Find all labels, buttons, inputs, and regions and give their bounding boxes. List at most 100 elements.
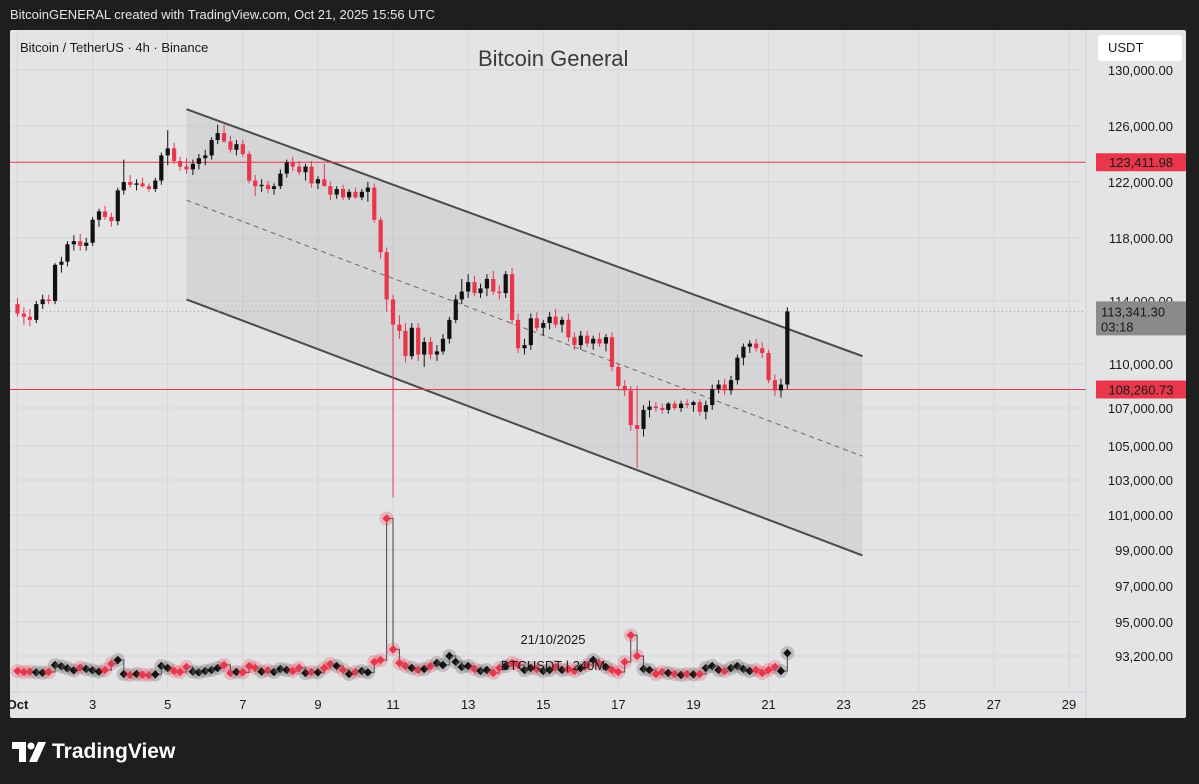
candle-body <box>372 187 377 220</box>
volume-point <box>476 666 485 676</box>
volume-point <box>576 663 586 673</box>
candle-body <box>434 351 440 355</box>
channel-lower-line <box>186 298 863 557</box>
candle-body <box>109 217 114 222</box>
candle-body <box>534 318 539 328</box>
price-tick-label: 122,000.00 <box>1108 175 1173 190</box>
volume-point <box>513 660 523 670</box>
candle-body <box>215 133 220 140</box>
volume-point <box>294 663 304 673</box>
candle-body <box>84 242 89 246</box>
volume-point <box>407 663 417 673</box>
candle-body <box>728 380 734 391</box>
volume-point <box>320 663 329 673</box>
candle-body <box>115 190 120 222</box>
candle-body <box>397 324 402 331</box>
candle-body <box>578 335 583 346</box>
candle-body <box>553 316 558 325</box>
candle-body <box>178 161 183 167</box>
volume-point <box>401 661 410 671</box>
volume-point <box>463 661 473 671</box>
price-tick-label: 101,000.00 <box>1108 508 1173 523</box>
volume-point <box>382 514 391 523</box>
volume-overlay: 21/10/2025 BTCUSDT | 240M <box>501 632 605 673</box>
candle-body <box>528 318 533 346</box>
currency-button[interactable]: USDT <box>1098 35 1182 61</box>
time-tick-label: 19 <box>686 697 700 712</box>
volume-point <box>438 660 448 670</box>
volume-point <box>344 669 354 679</box>
candle-body <box>754 343 759 349</box>
candle-series <box>15 124 790 498</box>
chart-panel[interactable]: 21/10/2025 BTCUSDT | 240M 130,000.00 126,0… <box>10 30 1186 718</box>
candle-body <box>616 366 621 386</box>
channel-upper-line <box>186 108 863 358</box>
volume-point <box>526 663 536 673</box>
candle-body <box>27 316 33 320</box>
volume-point <box>607 665 617 675</box>
volume-point <box>639 664 648 674</box>
time-tick-label: 5 <box>164 697 171 712</box>
price-tick-label: 126,000.00 <box>1108 119 1173 134</box>
candle-body <box>390 299 396 325</box>
volume-point <box>658 667 667 677</box>
horizontal-levels <box>10 161 1086 391</box>
price-axis: 130,000.00 126,000.00 122,000.00 118,000.00… <box>1085 30 1173 718</box>
candle-body <box>46 299 51 301</box>
price-tick-label: 110,000.00 <box>1109 357 1173 372</box>
candle-body <box>334 189 339 195</box>
candle-body <box>234 144 239 150</box>
candle-body <box>59 261 64 265</box>
candle-body <box>40 299 45 305</box>
volume-point <box>338 665 348 675</box>
candle-body <box>52 264 58 301</box>
candle-body <box>672 403 677 408</box>
candle-body <box>190 163 195 170</box>
volume-point <box>620 657 629 667</box>
candle-body <box>772 380 778 391</box>
brand-name: TradingView <box>52 740 176 763</box>
candle-body <box>666 403 671 410</box>
volume-point <box>326 659 335 669</box>
volume-point <box>595 659 604 669</box>
level-price-badge <box>1096 153 1186 172</box>
volume-point <box>370 657 379 667</box>
volume-point <box>570 666 579 676</box>
descending-channel <box>186 108 863 557</box>
candle-body <box>353 191 358 198</box>
candle-body <box>440 338 446 352</box>
volume-series <box>10 511 795 683</box>
volume-point <box>557 665 567 675</box>
volume-point <box>601 662 611 672</box>
volume-point <box>332 661 341 671</box>
price-tick-label: 99,000.00 <box>1115 543 1173 558</box>
chart-title: Bitcoin General <box>478 46 629 71</box>
volume-point <box>288 666 298 676</box>
volume-point <box>551 662 560 672</box>
candle-body <box>541 323 546 328</box>
volume-point <box>614 667 623 677</box>
volume-point <box>395 658 404 668</box>
volume-point <box>532 664 542 674</box>
volume-step-line <box>17 518 788 676</box>
candle-body <box>271 186 277 189</box>
volume-point <box>445 651 454 661</box>
time-tick-label: 29 <box>1062 697 1076 712</box>
candle-body <box>622 386 627 391</box>
time-tick-label: 3 <box>89 697 96 712</box>
volume-point <box>376 655 385 665</box>
price-chart[interactable]: 21/10/2025 BTCUSDT | 240M 130,000.00 126,0… <box>10 30 1186 718</box>
candle-body <box>346 191 352 198</box>
volume-point <box>757 668 767 678</box>
overlay-label: BTCUSDT | 240M <box>501 658 605 673</box>
volume-point <box>489 668 498 678</box>
time-tick-label: 13 <box>461 697 475 712</box>
volume-point <box>695 669 705 679</box>
price-tick-label: 93,200.00 <box>1115 649 1173 664</box>
candle-body <box>228 141 233 150</box>
candle-body <box>747 343 752 347</box>
candle-body <box>660 408 665 410</box>
candle-body <box>722 384 727 391</box>
candle-body <box>609 337 615 367</box>
